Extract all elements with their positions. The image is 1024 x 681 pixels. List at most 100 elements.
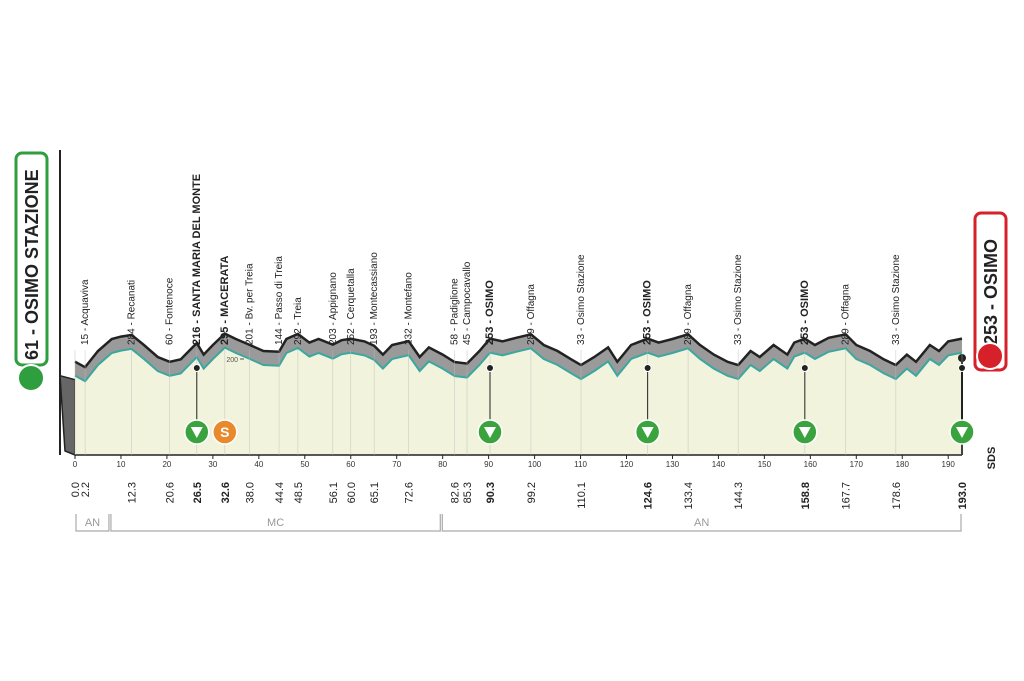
marker-dot <box>643 364 652 372</box>
x-tick-label: 60 <box>346 460 355 469</box>
waypoint-label: 253 - OSIMO <box>642 280 654 345</box>
waypoint-km: 26.5 <box>192 482 204 503</box>
waypoint-label: 289 - Offagna <box>683 284 694 345</box>
x-tick-label: 90 <box>484 460 493 469</box>
feed-icon <box>956 427 968 438</box>
x-tick-label: 130 <box>666 460 680 469</box>
waypoint-km: 38.0 <box>245 482 257 503</box>
sprint-marker <box>212 419 238 445</box>
waypoint-label: 252 - Cerquetalla <box>346 268 357 345</box>
feed-icon <box>641 427 654 438</box>
waypoint-km: 167.7 <box>841 482 853 510</box>
waypoint-km: 20.6 <box>165 482 177 503</box>
waypoint-label: 33 - Osimo Stazione <box>733 254 744 345</box>
waypoint-km: 158.8 <box>800 482 812 510</box>
x-tick-label: 150 <box>758 460 772 469</box>
marker-dot <box>958 364 966 372</box>
waypoint-km: 48.5 <box>293 482 305 503</box>
feed-icon <box>190 427 203 438</box>
waypoint-label: 58 - Padiglione <box>450 278 461 345</box>
x-tick-label: 0 <box>73 460 78 469</box>
waypoint-km: 2.2 <box>80 482 92 497</box>
waypoint-label: 144 - Passo di Treia <box>274 256 285 345</box>
waypoint-label: 289 - Offagna <box>841 284 852 345</box>
profile-relief <box>75 333 962 382</box>
waypoint-km: 124.6 <box>643 482 655 510</box>
waypoint-label: 253 - OSIMO <box>799 280 811 345</box>
waypoint-km: 65.1 <box>369 482 381 503</box>
x-tick-label: 180 <box>896 460 910 469</box>
waypoint-label: 60 - Fontenoce <box>165 277 176 345</box>
waypoint-km: 99.2 <box>526 482 538 503</box>
waypoint-km: 12.3 <box>127 482 139 503</box>
sprint-label: S <box>220 424 229 440</box>
x-tick-label: 110 <box>574 460 587 469</box>
brand: SDS <box>986 447 998 470</box>
waypoint-km: 44.4 <box>274 482 286 503</box>
waypoint-label: 253 - OSIMO <box>484 280 496 345</box>
marker-dot <box>486 364 495 372</box>
waypoint-km: 60.0 <box>346 482 358 503</box>
waypoint-label: 289 - Offagna <box>526 284 537 345</box>
x-tick-label: 40 <box>254 460 263 469</box>
waypoint-km: 56.1 <box>328 482 340 503</box>
feed-icon <box>484 427 497 438</box>
x-tick-label: 140 <box>712 460 726 469</box>
profile-ridge <box>74 332 963 369</box>
waypoint-km: 85.3 <box>462 482 474 503</box>
waypoint-label: 216 - SANTA MARIA DEL MONTE <box>191 174 203 345</box>
waypoint-km: 72.6 <box>404 482 416 503</box>
province-name: MC <box>267 517 284 529</box>
marker-dot <box>192 364 201 372</box>
finish-label: 253 - OSIMO <box>981 239 1001 345</box>
waypoint-km: 32.6 <box>220 482 232 503</box>
x-tick-label: 50 <box>300 460 309 469</box>
start-label: 61 - OSIMO STAZIONE <box>22 169 42 360</box>
waypoint-label: 33 - Osimo Stazione <box>891 254 902 345</box>
x-tick-label: 70 <box>392 460 401 469</box>
x-tick-label: 160 <box>804 460 818 469</box>
waypoint-label: 292 - Treia <box>293 297 304 345</box>
start-wall <box>59 374 76 457</box>
waypoint-label: 295 - MACERATA <box>219 256 231 345</box>
waypoint-label: 193 - Montecassiano <box>369 252 380 345</box>
waypoint-label: 33 - Osimo Stazione <box>576 254 587 345</box>
profile-area <box>75 347 962 455</box>
waypoint-km: 90.3 <box>485 482 497 503</box>
province-name: AN <box>85 517 100 529</box>
waypoint-label: 45 - Campocavallo <box>462 261 473 345</box>
waypoint-km: 0.0 <box>70 482 82 497</box>
waypoint-label: 15 - Acquaviva <box>80 279 91 345</box>
start-icon <box>17 364 45 392</box>
waypoint-label: 284 - Recanati <box>127 280 138 345</box>
province-name: AN <box>694 517 709 529</box>
x-tick-label: 30 <box>208 460 217 469</box>
province-bracket <box>441 514 962 532</box>
finish-icon <box>976 342 1004 370</box>
waypoint-km: 178.6 <box>891 482 903 510</box>
y-tick-label: 200 <box>226 357 238 364</box>
x-tick-label: 80 <box>438 460 447 469</box>
x-tick-label: 120 <box>620 460 634 469</box>
province-bracket <box>110 514 441 532</box>
finish-box <box>973 211 1008 372</box>
x-tick-label: 10 <box>117 460 126 469</box>
waypoint-km: 82.6 <box>450 482 462 503</box>
marker-dot <box>800 364 809 372</box>
province-bracket <box>75 514 110 532</box>
waypoint-km: 110.1 <box>576 482 588 509</box>
x-tick-label: 170 <box>850 460 864 469</box>
waypoint-km: 144.3 <box>733 482 745 510</box>
waypoint-label: 203 - Appignano <box>328 272 339 345</box>
waypoint-label: 201 - Bv. per Treia <box>245 263 256 345</box>
x-tick-label: 100 <box>528 460 542 469</box>
x-tick-label: 20 <box>162 460 171 469</box>
waypoint-km: 193.0 <box>957 482 969 510</box>
profile-line <box>74 346 963 383</box>
waypoint-label: 232 - Montefano <box>404 272 415 345</box>
x-tick-label: 190 <box>942 460 956 469</box>
feed-icon <box>798 427 811 438</box>
waypoint-km: 133.4 <box>683 482 695 510</box>
